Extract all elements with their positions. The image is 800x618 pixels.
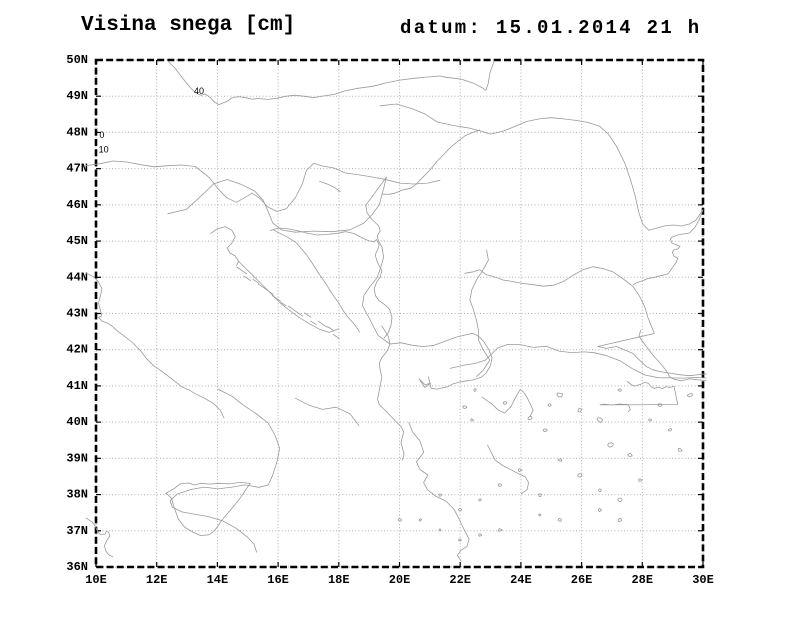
svg-text:26E: 26E: [571, 573, 593, 587]
svg-text:39N: 39N: [66, 451, 88, 465]
svg-text:14E: 14E: [207, 573, 229, 587]
svg-text:22E: 22E: [449, 573, 471, 587]
svg-text:28E: 28E: [631, 573, 653, 587]
svg-text:10: 10: [99, 145, 109, 155]
svg-text:10E: 10E: [85, 573, 107, 587]
svg-text:40: 40: [194, 86, 204, 96]
svg-text:50N: 50N: [66, 53, 88, 67]
svg-text:49N: 49N: [66, 89, 88, 103]
svg-text:18E: 18E: [328, 573, 350, 587]
svg-text:12E: 12E: [146, 573, 168, 587]
svg-text:20E: 20E: [389, 573, 411, 587]
svg-text:30E: 30E: [692, 573, 714, 587]
svg-text:47N: 47N: [66, 162, 88, 176]
svg-text:38N: 38N: [66, 488, 88, 502]
svg-text:43N: 43N: [66, 307, 88, 321]
svg-text:36N: 36N: [66, 560, 88, 574]
svg-text:48N: 48N: [66, 125, 88, 139]
svg-text:16E: 16E: [267, 573, 289, 587]
svg-text:40N: 40N: [66, 415, 88, 429]
svg-text:42N: 42N: [66, 343, 88, 357]
svg-text:24E: 24E: [510, 573, 532, 587]
svg-text:0: 0: [99, 130, 104, 140]
svg-text:41N: 41N: [66, 379, 88, 393]
svg-text:44N: 44N: [66, 270, 88, 284]
svg-text:45N: 45N: [66, 234, 88, 248]
svg-text:46N: 46N: [66, 198, 88, 212]
svg-text:37N: 37N: [66, 524, 88, 538]
